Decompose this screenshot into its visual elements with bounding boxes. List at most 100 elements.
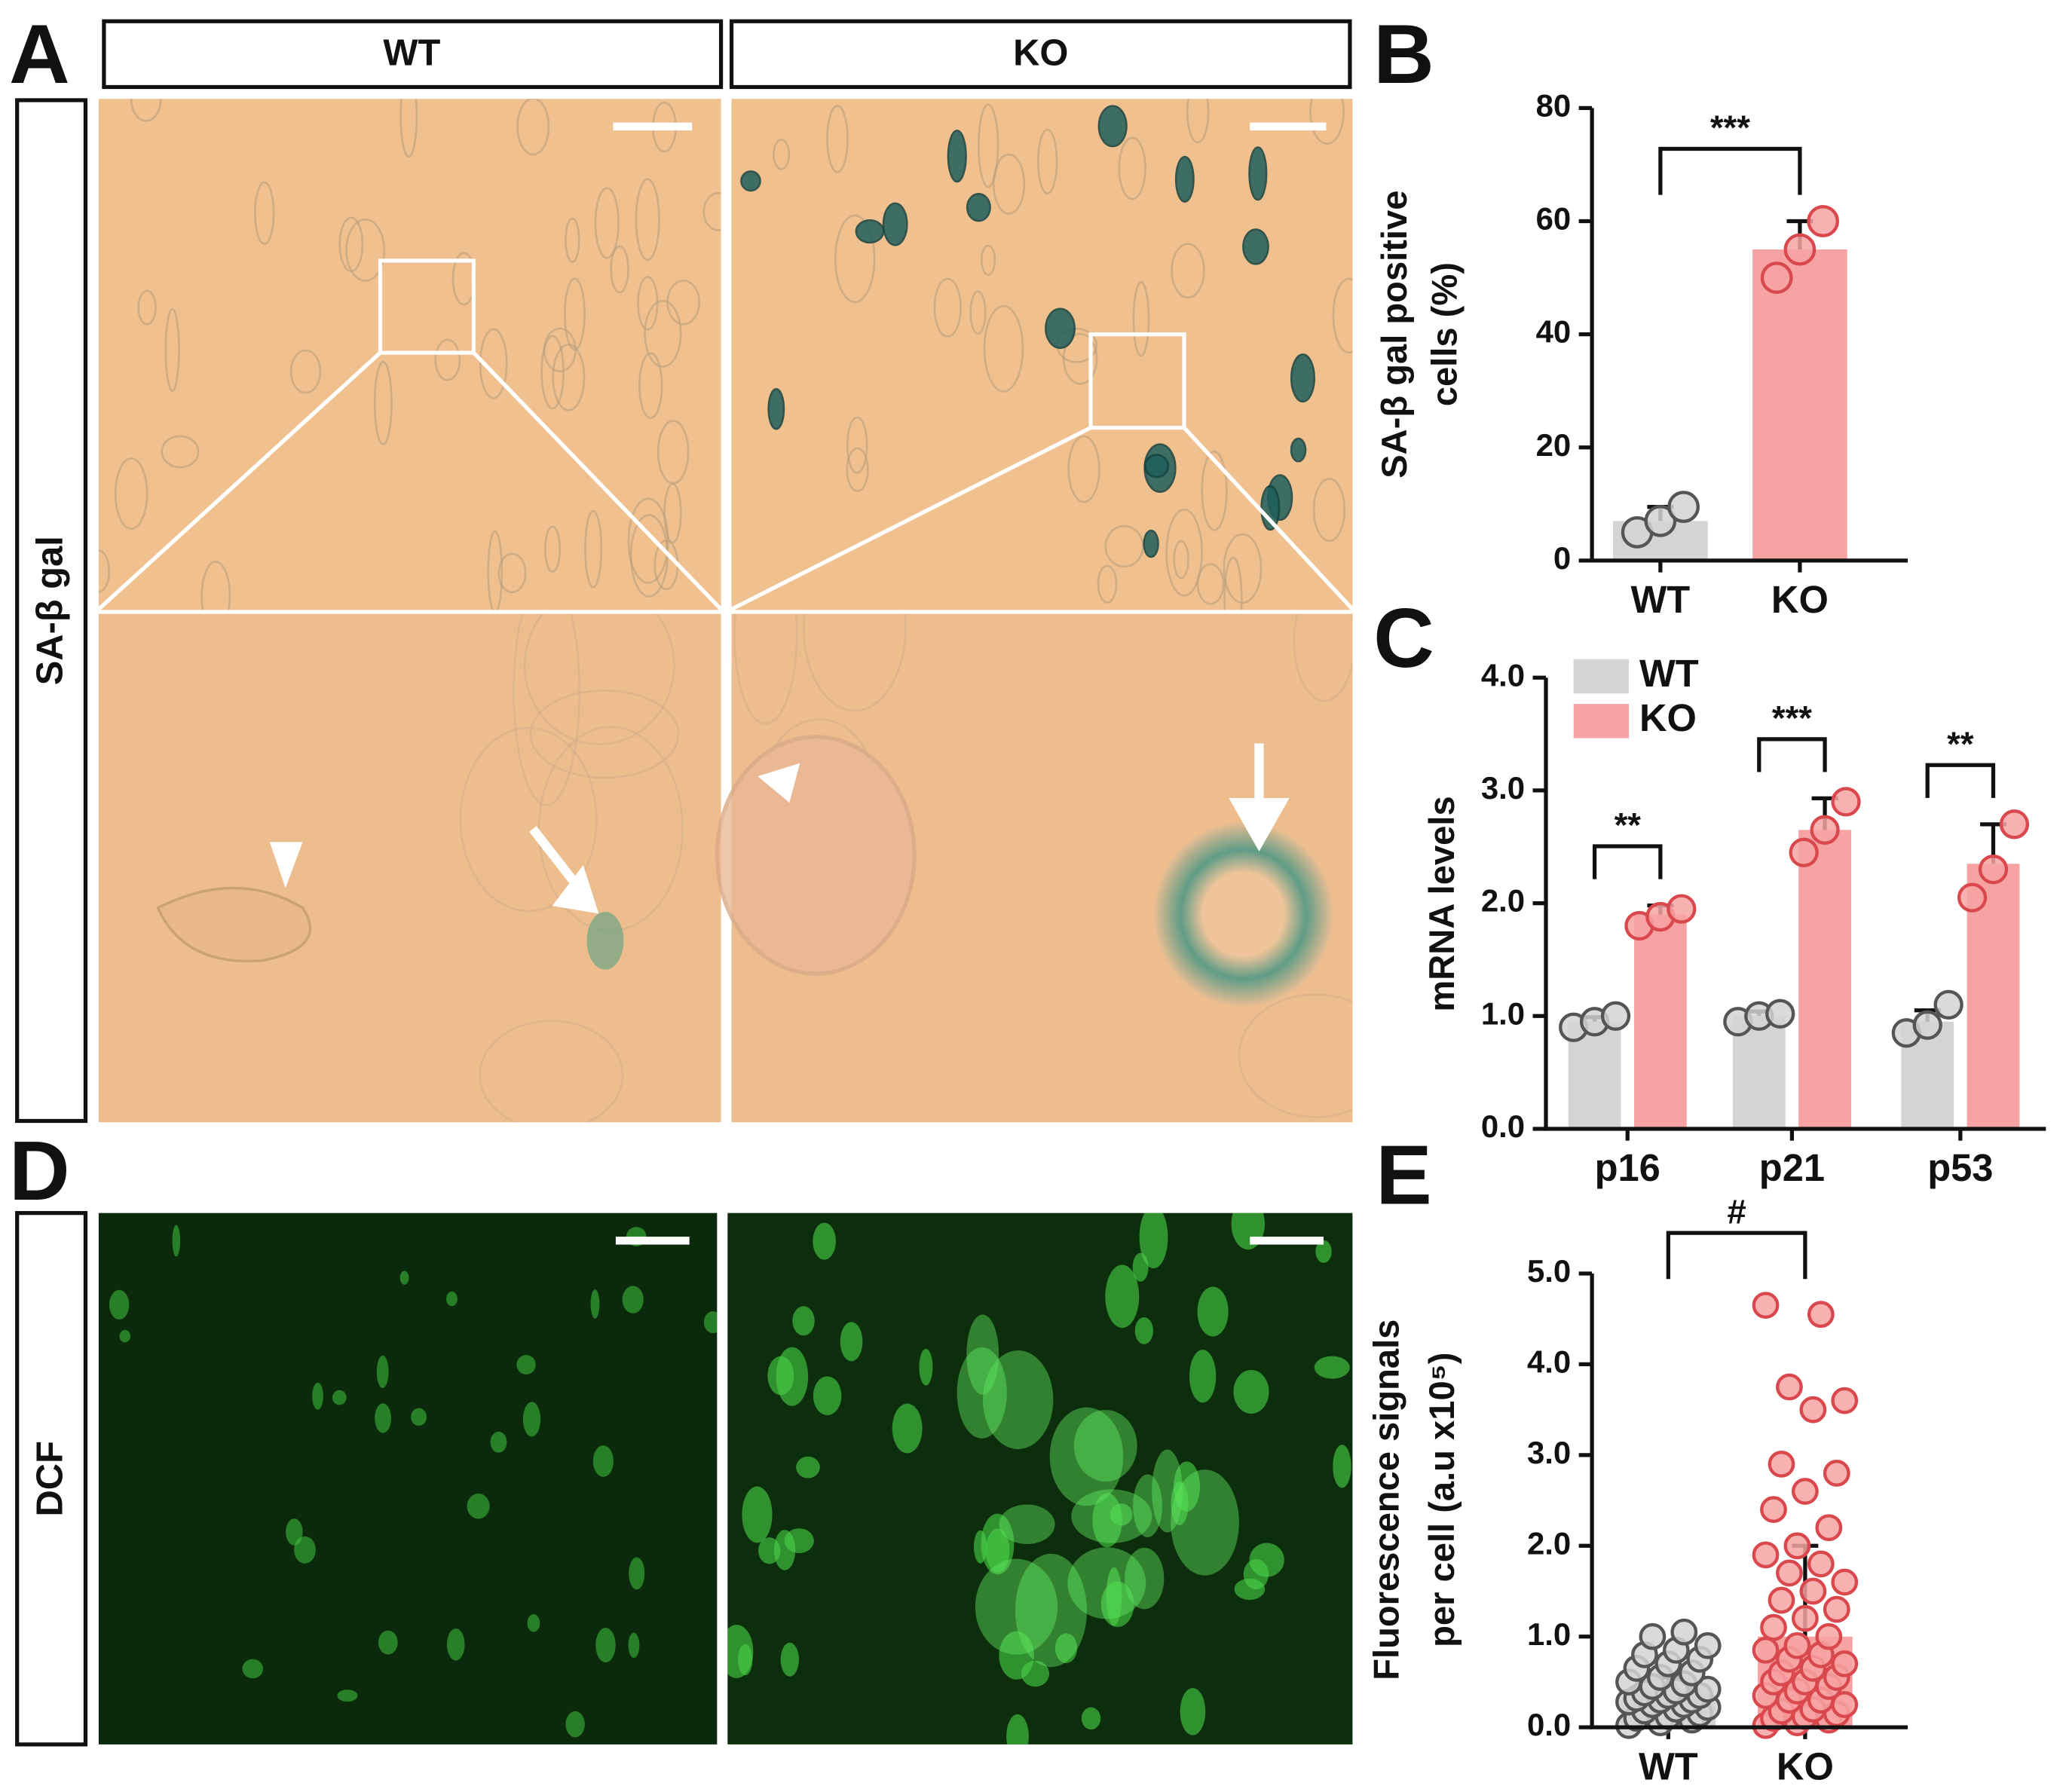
cell <box>1110 1503 1133 1526</box>
cell <box>1233 1369 1269 1414</box>
micrograph <box>731 99 1353 612</box>
cell <box>1248 146 1268 201</box>
axis <box>1544 677 2046 1131</box>
zoom-line <box>730 426 1092 611</box>
y-tick-label: 2.0 <box>1481 883 1525 919</box>
cell <box>294 1536 316 1564</box>
cell <box>882 202 908 246</box>
cell <box>378 1630 398 1655</box>
row-label: SA-β gal <box>30 536 71 685</box>
zoom-box <box>378 258 476 355</box>
cell <box>635 178 660 261</box>
cell <box>1143 529 1159 558</box>
cell <box>966 1314 999 1395</box>
arrowhead <box>269 842 303 888</box>
panel-label: E <box>1376 1127 1432 1222</box>
cell <box>375 1403 391 1433</box>
axis <box>1590 1273 1908 1729</box>
data-point <box>1760 1496 1787 1524</box>
micrograph <box>98 99 721 612</box>
cell <box>156 886 312 963</box>
cell <box>1067 1547 1146 1619</box>
header-box <box>729 19 1352 90</box>
chart: 0.0 1.0 2.0 3.0 4.0 5.0 Fluorescence signals pe… <box>1367 1193 1908 1787</box>
micrograph <box>727 1213 1353 1745</box>
scale-bar <box>1250 1237 1324 1245</box>
y-tick-label: 40 <box>1536 314 1572 350</box>
scale-bar <box>1250 122 1327 131</box>
cell <box>715 735 917 976</box>
data-point <box>1752 1541 1780 1569</box>
significance-bracket <box>1658 146 1802 195</box>
cell <box>1036 128 1058 195</box>
data-point <box>1783 1631 1811 1659</box>
axis <box>1590 108 1908 563</box>
cell <box>1180 1687 1206 1735</box>
y-tick-label: 0.0 <box>1481 1109 1525 1144</box>
data-point <box>1912 1010 1942 1040</box>
micrograph <box>98 611 721 1123</box>
significance-bracket <box>1757 737 1827 772</box>
cell <box>1189 1350 1217 1403</box>
x-tick-label: WT <box>1639 1745 1698 1787</box>
significance-label: ** <box>1947 725 1974 763</box>
data-point <box>1999 809 2030 839</box>
cell <box>1309 99 1345 145</box>
cell <box>1125 1547 1165 1610</box>
cell <box>784 1528 814 1554</box>
cell <box>540 335 565 410</box>
cell <box>172 1225 181 1257</box>
data-point <box>1639 1622 1667 1650</box>
data-point <box>1815 1514 1843 1542</box>
cell <box>1132 1252 1149 1282</box>
cell <box>1171 243 1205 299</box>
cell <box>947 130 967 183</box>
data-point <box>1760 261 1793 294</box>
scale-bar <box>613 122 693 131</box>
cell <box>1071 1489 1152 1543</box>
cell <box>516 99 550 156</box>
cell <box>516 1354 536 1375</box>
cell <box>628 1632 640 1658</box>
cell <box>114 457 148 530</box>
arrow <box>529 826 599 914</box>
y-tick-label: 0.0 <box>1527 1707 1571 1742</box>
cell <box>399 1271 409 1285</box>
cell <box>627 497 669 584</box>
significance-label: *** <box>1772 699 1812 737</box>
cell <box>1290 353 1315 403</box>
data-point <box>1776 1559 1803 1587</box>
y-tick-label: 60 <box>1536 201 1572 237</box>
cell <box>969 290 987 335</box>
cell <box>1049 1407 1124 1506</box>
cell <box>1249 1543 1284 1577</box>
cell <box>497 552 527 594</box>
cell <box>1143 454 1170 479</box>
cell <box>1293 611 1353 702</box>
cell <box>523 611 675 745</box>
cell <box>590 1289 600 1319</box>
cell <box>1332 277 1353 354</box>
y-tick-label: 1.0 <box>1527 1616 1571 1652</box>
cell <box>338 216 364 273</box>
cell <box>1134 1316 1153 1344</box>
micrographs <box>98 99 1353 1745</box>
cell-group <box>98 99 721 612</box>
cell <box>742 1486 773 1543</box>
data-point <box>1791 1604 1819 1632</box>
cell <box>487 530 504 612</box>
cell <box>564 277 586 351</box>
y-tick-label: 4.0 <box>1481 657 1525 693</box>
legend-label: KO <box>1639 696 1697 739</box>
y-tick-label: 4.0 <box>1527 1344 1571 1379</box>
cell <box>740 170 761 192</box>
cell <box>919 1348 933 1386</box>
data-point <box>1667 894 1697 924</box>
column-header: KO <box>1013 33 1068 74</box>
cell <box>1173 540 1189 579</box>
x-tick-label: KO <box>1771 578 1829 621</box>
y-axis-title: mRNA levels <box>1422 796 1462 1011</box>
data-point <box>1933 989 1964 1020</box>
bar <box>1752 249 1847 561</box>
